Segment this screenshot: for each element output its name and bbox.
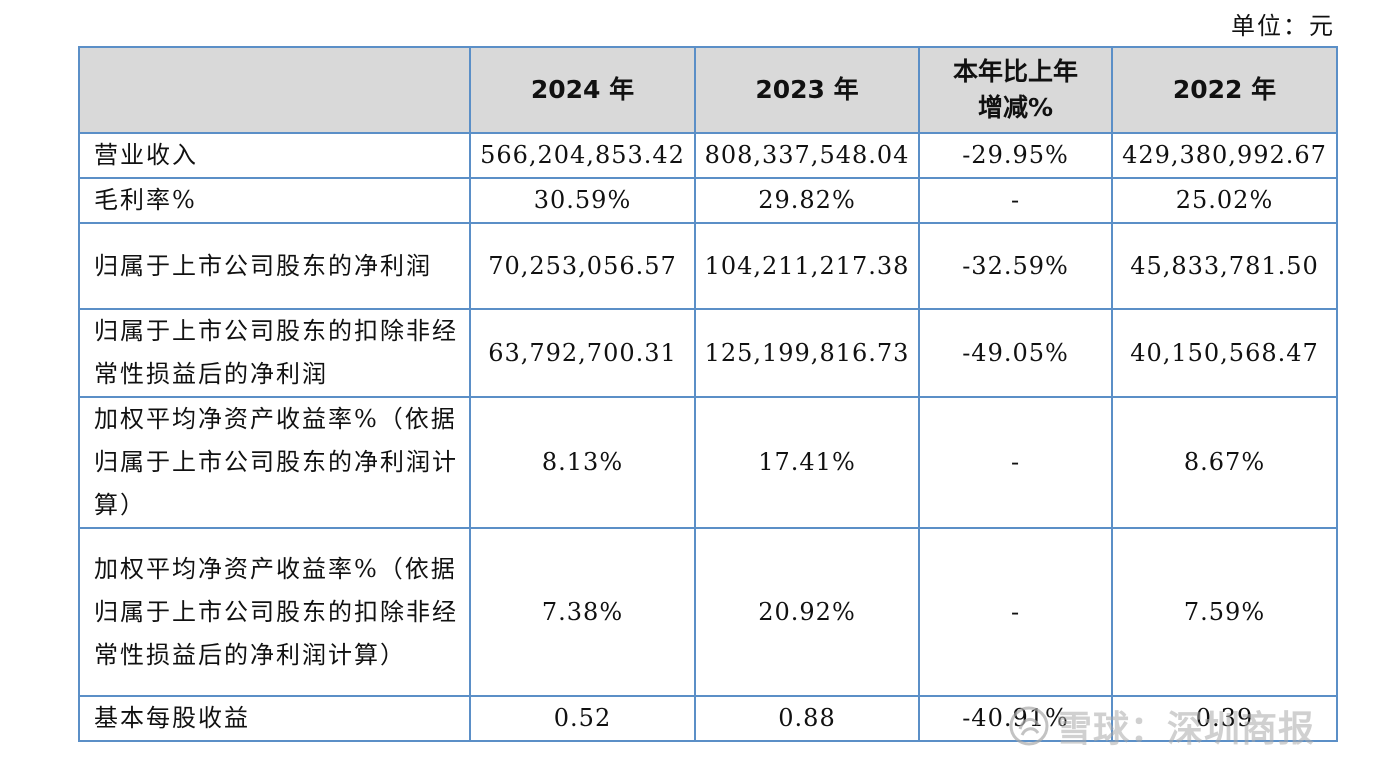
table-row: 加权平均净资产收益率%（依据归属于上市公司股东的净利润计算） 8.13% 17.… <box>78 396 1338 529</box>
value-2022: 429,380,992.67 <box>1111 132 1338 179</box>
row-label: 加权平均净资产收益率%（依据归属于上市公司股东的扣除非经常性损益后的净利润计算） <box>78 527 471 697</box>
value-change: - <box>918 396 1113 529</box>
value-2022: 40,150,568.47 <box>1111 308 1338 398</box>
value-change: -32.59% <box>918 222 1113 310</box>
value-2023: 0.88 <box>694 695 920 742</box>
value-2022: 7.59% <box>1111 527 1338 697</box>
value-2023: 125,199,816.73 <box>694 308 920 398</box>
value-change: - <box>918 177 1113 224</box>
value-2024: 70,253,056.57 <box>469 222 696 310</box>
value-2024: 63,792,700.31 <box>469 308 696 398</box>
value-change: - <box>918 527 1113 697</box>
row-label: 加权平均净资产收益率%（依据归属于上市公司股东的净利润计算） <box>78 396 471 529</box>
value-2024: 0.52 <box>469 695 696 742</box>
header-change: 本年比上年增减% <box>918 46 1113 134</box>
value-2022: 0.39 <box>1111 695 1338 742</box>
value-2023: 17.41% <box>694 396 920 529</box>
value-2024: 8.13% <box>469 396 696 529</box>
table-row: 加权平均净资产收益率%（依据归属于上市公司股东的扣除非经常性损益后的净利润计算）… <box>78 527 1338 697</box>
row-label: 基本每股收益 <box>78 695 471 742</box>
row-label: 归属于上市公司股东的扣除非经常性损益后的净利润 <box>78 308 471 398</box>
table-row: 毛利率% 30.59% 29.82% - 25.02% <box>78 177 1338 224</box>
header-year-2024: 2024 年 <box>469 46 696 134</box>
unit-label: 单位：元 <box>1231 12 1335 40</box>
table-row: 归属于上市公司股东的扣除非经常性损益后的净利润 63,792,700.31 12… <box>78 308 1338 398</box>
value-2023: 808,337,548.04 <box>694 132 920 179</box>
header-year-2022: 2022 年 <box>1111 46 1338 134</box>
table-row: 营业收入 566,204,853.42 808,337,548.04 -29.9… <box>78 132 1338 179</box>
row-label: 归属于上市公司股东的净利润 <box>78 222 471 310</box>
row-label: 毛利率% <box>78 177 471 224</box>
value-change: -49.05% <box>918 308 1113 398</box>
table-header-row: 2024 年 2023 年 本年比上年增减% 2022 年 <box>78 46 1338 134</box>
value-2024: 30.59% <box>469 177 696 224</box>
value-2022: 45,833,781.50 <box>1111 222 1338 310</box>
header-year-2023: 2023 年 <box>694 46 920 134</box>
value-change: -40.91% <box>918 695 1113 742</box>
value-2023: 29.82% <box>694 177 920 224</box>
header-item <box>78 46 471 134</box>
value-2024: 566,204,853.42 <box>469 132 696 179</box>
table-row: 基本每股收益 0.52 0.88 -40.91% 0.39 <box>78 695 1338 742</box>
table-row: 归属于上市公司股东的净利润 70,253,056.57 104,211,217.… <box>78 222 1338 310</box>
financial-summary-table: 2024 年 2023 年 本年比上年增减% 2022 年 营业收入 566,2… <box>78 46 1338 742</box>
value-2022: 25.02% <box>1111 177 1338 224</box>
value-2023: 104,211,217.38 <box>694 222 920 310</box>
value-2022: 8.67% <box>1111 396 1338 529</box>
value-2023: 20.92% <box>694 527 920 697</box>
value-change: -29.95% <box>918 132 1113 179</box>
row-label: 营业收入 <box>78 132 471 179</box>
value-2024: 7.38% <box>469 527 696 697</box>
